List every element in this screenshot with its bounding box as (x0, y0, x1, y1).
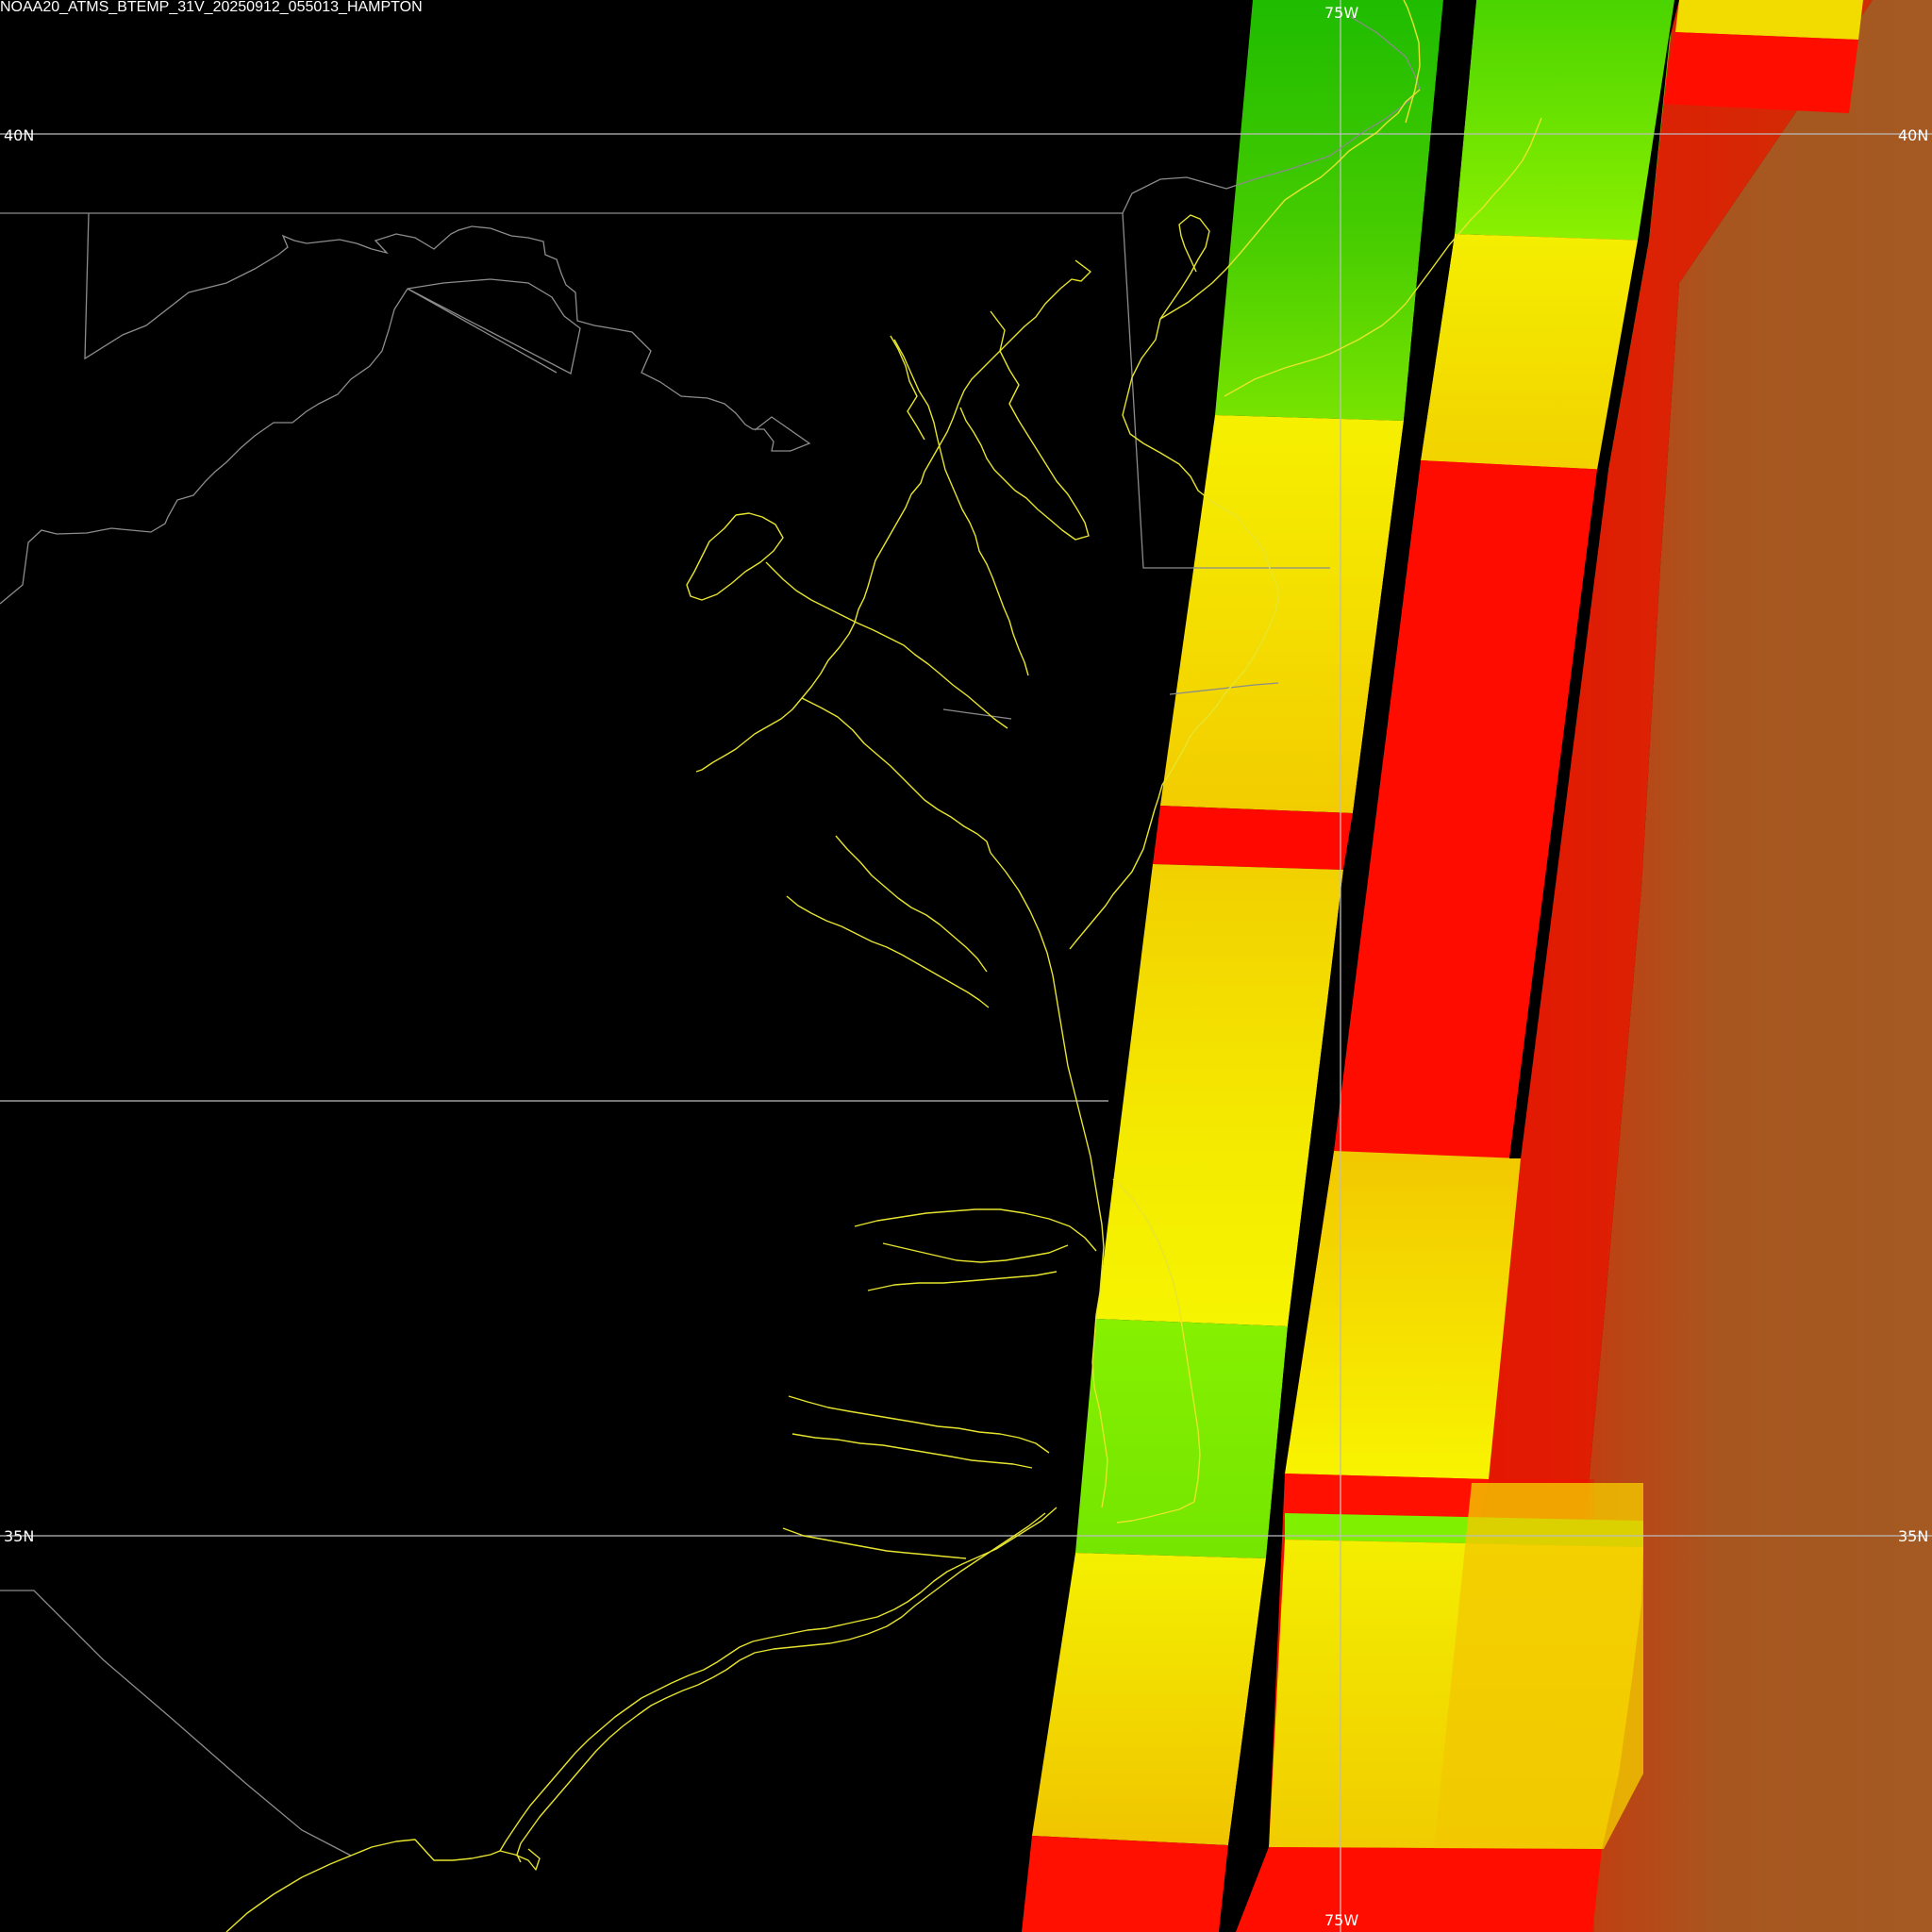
coastlines (225, 0, 1542, 1932)
lat-label-right-35n: 35N (1898, 1527, 1928, 1545)
product-title: NOAA20_ATMS_BTEMP_31V_20250912_055013_HA… (0, 0, 423, 15)
swath-a (1022, 0, 1443, 1932)
state-borders (0, 16, 1421, 1857)
lat-label-left-40n: 40N (4, 126, 34, 144)
lon-label-bottom: 75W (1324, 1911, 1358, 1929)
lat-label-left-35n: 35N (4, 1527, 34, 1545)
lat-label-right-40n: 40N (1898, 126, 1928, 144)
swath-gaps (1219, 0, 1679, 1932)
lon-label-top: 75W (1324, 4, 1358, 22)
grid-labels: 75W 75W 40N 40N 35N 35N (4, 4, 1928, 1929)
